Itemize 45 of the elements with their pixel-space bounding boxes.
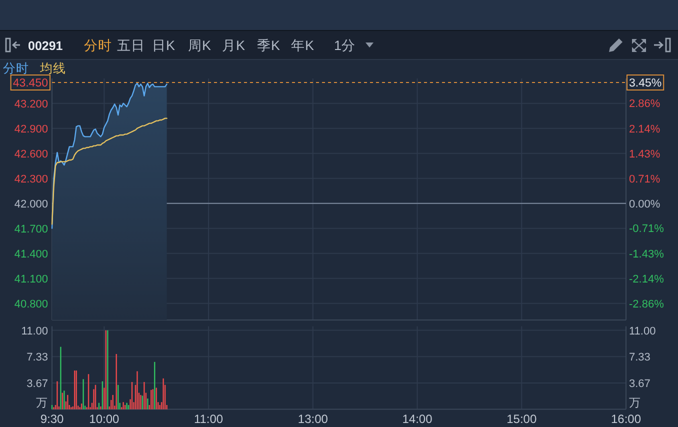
x-tick-label: 14:00 bbox=[402, 412, 433, 426]
y-tick-label: 41.700 bbox=[14, 223, 48, 236]
x-tick-label: 16:00 bbox=[610, 412, 642, 426]
y2-axis-title: 万 bbox=[629, 396, 641, 410]
y2-tick-label: 2.14% bbox=[629, 123, 660, 136]
x-tick-label: 13:00 bbox=[298, 412, 328, 426]
text: 周K bbox=[188, 38, 212, 53]
y-tick-label: 41.400 bbox=[14, 248, 48, 260]
y2-tick-label: 7.33 bbox=[629, 352, 650, 364]
x-tick-label: 15:00 bbox=[506, 412, 537, 426]
y-tick-label: 42.600 bbox=[14, 148, 48, 160]
text: 年K bbox=[291, 38, 314, 53]
text: 季K bbox=[257, 38, 280, 53]
y-axis-title: 万 bbox=[36, 396, 48, 410]
y2-tick-label: 11.00 bbox=[629, 325, 656, 338]
y-tick-label: 11.00 bbox=[21, 325, 48, 338]
y2-tick-label: 3.45% bbox=[629, 78, 662, 90]
y-tick-label: 42.000 bbox=[14, 198, 48, 210]
y-tick-label: 3.67 bbox=[26, 378, 48, 390]
y2-tick-label: -2.86% bbox=[629, 298, 664, 311]
y-tick-label: 42.300 bbox=[14, 173, 48, 186]
x-tick-label: 9:30 bbox=[40, 412, 64, 426]
legend: 分时 均线 bbox=[3, 62, 66, 76]
y-tick-label: 41.100 bbox=[14, 273, 48, 286]
ref-line-label: 43.450 bbox=[12, 78, 48, 90]
y2-tick-label: 0.71% bbox=[629, 173, 660, 186]
y-tick-label: 7.33 bbox=[26, 352, 48, 364]
y-tick-label: 43.200 bbox=[14, 98, 48, 110]
y2-tick-label: -1.43% bbox=[629, 248, 664, 260]
y2-tick-label: 3.67 bbox=[629, 378, 650, 390]
text: 日K bbox=[152, 38, 176, 53]
x-tick-label: 10:00 bbox=[89, 412, 120, 426]
y2-tick-label: 1.43% bbox=[629, 148, 660, 160]
y2-tick-label: 2.86% bbox=[629, 98, 660, 110]
text: 分时 bbox=[84, 38, 112, 53]
text: 00291 bbox=[28, 39, 63, 53]
text: 月K bbox=[222, 38, 246, 53]
y-tick-label: 42.900 bbox=[14, 123, 48, 136]
text: 1分 bbox=[334, 38, 356, 53]
y2-tick-label: -0.71% bbox=[629, 223, 664, 236]
y2-tick-label: 0.00% bbox=[629, 198, 660, 210]
text: 五日 bbox=[117, 38, 145, 53]
y-tick-label: 40.800 bbox=[14, 298, 48, 310]
y2-tick-label: -2.14% bbox=[629, 273, 664, 286]
x-tick-label: 11:00 bbox=[194, 412, 224, 426]
